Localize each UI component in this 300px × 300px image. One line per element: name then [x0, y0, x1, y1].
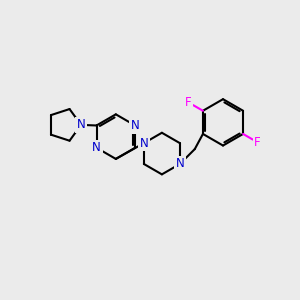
- Text: N: N: [140, 137, 148, 150]
- Text: F: F: [185, 96, 192, 109]
- Text: N: N: [92, 141, 101, 154]
- Text: F: F: [254, 136, 261, 149]
- Text: N: N: [77, 118, 85, 131]
- Text: N: N: [131, 119, 140, 132]
- Text: N: N: [176, 158, 184, 170]
